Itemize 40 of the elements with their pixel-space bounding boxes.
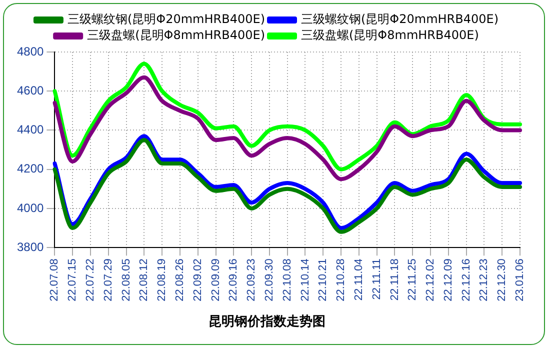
- x-tick-label: 22.07.15: [66, 258, 79, 302]
- y-tick-label: 4400: [16, 122, 44, 137]
- legend-label: 三级盘螺(昆明Φ8mmHRB400E): [87, 28, 266, 42]
- x-tick-label: 22.07.29: [102, 258, 114, 302]
- x-tick-label: 22.10.14: [299, 258, 312, 302]
- text: 昆明钢价指数走势图: [208, 314, 326, 330]
- y-tick-label: 4800: [16, 44, 44, 58]
- x-tick-label: 22.09.09: [210, 258, 222, 302]
- x-tick-label: 22.11.11: [370, 258, 383, 300]
- line-series: [52, 75, 522, 182]
- x-tick-label: 22.12.23: [478, 258, 490, 302]
- y-tick-label: 4000: [16, 200, 44, 215]
- x-tick-label: 22.07.08: [48, 258, 61, 302]
- line-series: [52, 62, 522, 172]
- x-tick-label: 22.09.02: [192, 258, 204, 302]
- x-tick-label: 22.09.30: [263, 258, 276, 302]
- legend-label: 三级盘螺(昆明Φ8mmHRB400E): [301, 28, 479, 42]
- x-tick-label: 22.08.26: [174, 258, 186, 302]
- x-tick-label: 23.01.06: [514, 258, 526, 302]
- x-tick-label: 22.08.05: [120, 258, 132, 302]
- x-tick-label: 22.11.25: [406, 258, 419, 301]
- y-tick-label: 4200: [16, 162, 44, 176]
- x-tick-label: 22.08.19: [156, 258, 168, 302]
- x-tick-label: 22.07.22: [84, 258, 97, 302]
- x-tick-label: 22.12.30: [496, 258, 508, 302]
- x-tick-label: 22.11.18: [388, 258, 401, 301]
- x-tick-label: 22.09.23: [246, 258, 258, 302]
- x-tick-label: 22.12.16: [460, 258, 472, 302]
- legend-label: 三级螺纹钢(昆明Φ20mmHRB400E): [301, 12, 499, 26]
- x-tick-label: 22.10.28: [335, 258, 348, 302]
- y-tick-label: 3800: [16, 240, 44, 254]
- x-tick-label: 22.10.21: [317, 258, 330, 302]
- x-tick-label: 22.10.08: [281, 258, 294, 302]
- legend-label: 三级螺纹钢(昆明Φ20mmHRB400E): [67, 12, 266, 26]
- x-tick-label: 22.09.16: [228, 258, 240, 302]
- y-tick-label: 4600: [16, 83, 44, 98]
- x-tick-label: 22.12.09: [442, 258, 454, 302]
- x-tick-label: 22.08.12: [138, 258, 150, 302]
- x-tick-label: 22.11.04: [352, 258, 365, 301]
- x-tick-label: 22.12.02: [424, 258, 437, 302]
